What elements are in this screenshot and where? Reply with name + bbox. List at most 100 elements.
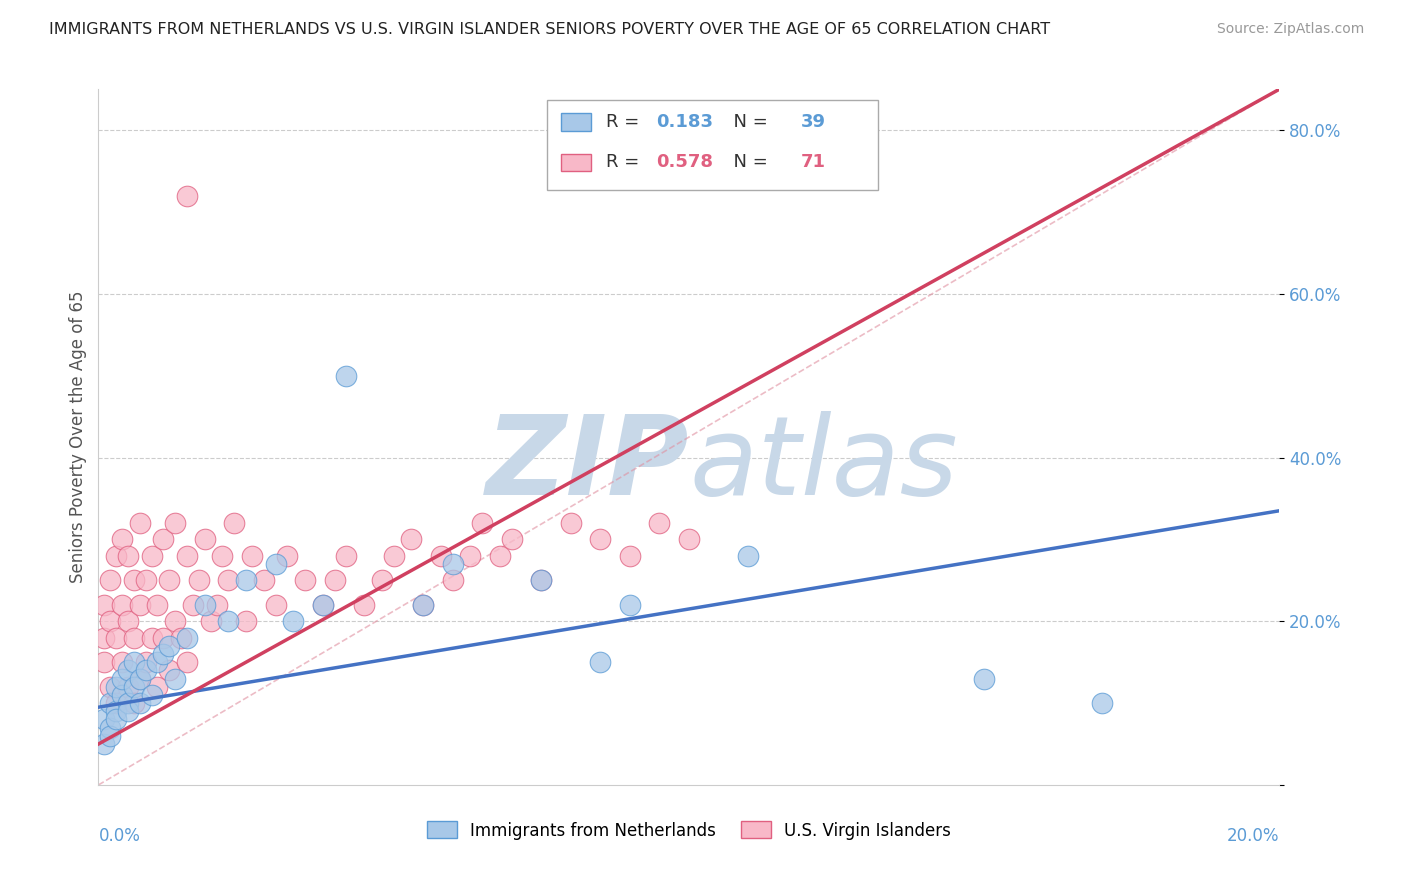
Point bbox=[471, 516, 494, 530]
Point bbox=[165, 672, 187, 686]
Point bbox=[98, 721, 121, 735]
Point bbox=[194, 598, 217, 612]
Point bbox=[589, 533, 612, 547]
Point bbox=[111, 533, 134, 547]
Point bbox=[589, 655, 612, 669]
Point bbox=[176, 631, 198, 645]
Point bbox=[530, 574, 553, 588]
Point bbox=[98, 696, 121, 710]
Point bbox=[217, 614, 239, 628]
Point bbox=[93, 598, 115, 612]
Point bbox=[294, 574, 316, 588]
Point bbox=[335, 549, 357, 563]
Text: N =: N = bbox=[723, 113, 773, 131]
Legend: Immigrants from Netherlands, U.S. Virgin Islanders: Immigrants from Netherlands, U.S. Virgin… bbox=[420, 814, 957, 847]
Point bbox=[135, 574, 157, 588]
Point bbox=[117, 696, 139, 710]
Point bbox=[323, 574, 346, 588]
Point bbox=[165, 614, 187, 628]
Point bbox=[117, 549, 139, 563]
Point bbox=[98, 729, 121, 743]
Point bbox=[619, 549, 641, 563]
Point bbox=[128, 598, 150, 612]
Point bbox=[152, 647, 174, 661]
Point bbox=[194, 533, 217, 547]
Point bbox=[283, 614, 305, 628]
FancyBboxPatch shape bbox=[561, 113, 591, 130]
Point bbox=[176, 655, 198, 669]
Point bbox=[146, 655, 169, 669]
Text: 0.578: 0.578 bbox=[655, 153, 713, 171]
Point bbox=[619, 598, 641, 612]
Point bbox=[152, 631, 174, 645]
Point bbox=[122, 696, 145, 710]
Point bbox=[530, 574, 553, 588]
Point bbox=[176, 188, 198, 202]
Point bbox=[401, 533, 423, 547]
Point bbox=[135, 664, 157, 678]
Point bbox=[157, 574, 180, 588]
Point bbox=[235, 574, 257, 588]
Point bbox=[264, 598, 287, 612]
Point bbox=[93, 631, 115, 645]
Point bbox=[146, 598, 169, 612]
Point bbox=[105, 704, 128, 718]
Y-axis label: Seniors Poverty Over the Age of 65: Seniors Poverty Over the Age of 65 bbox=[69, 291, 87, 583]
Point bbox=[737, 549, 759, 563]
Point bbox=[353, 598, 375, 612]
Point bbox=[181, 598, 204, 612]
Point bbox=[211, 549, 233, 563]
Text: R =: R = bbox=[606, 113, 645, 131]
Text: ZIP: ZIP bbox=[485, 411, 689, 518]
Point bbox=[157, 664, 180, 678]
Point bbox=[105, 680, 128, 694]
Point bbox=[678, 533, 700, 547]
Point bbox=[648, 516, 671, 530]
Point bbox=[501, 533, 523, 547]
Point bbox=[146, 680, 169, 694]
Point bbox=[122, 680, 145, 694]
Point bbox=[111, 598, 134, 612]
Point bbox=[165, 516, 187, 530]
Point bbox=[170, 631, 193, 645]
Point bbox=[135, 655, 157, 669]
Text: 39: 39 bbox=[801, 113, 827, 131]
Point bbox=[253, 574, 276, 588]
Point bbox=[111, 655, 134, 669]
FancyBboxPatch shape bbox=[547, 100, 877, 190]
Point bbox=[122, 655, 145, 669]
Point bbox=[312, 598, 335, 612]
Point bbox=[105, 549, 128, 563]
Point bbox=[122, 631, 145, 645]
Point bbox=[141, 631, 163, 645]
Point bbox=[117, 614, 139, 628]
Point bbox=[187, 574, 209, 588]
Point bbox=[176, 549, 198, 563]
Point bbox=[98, 614, 121, 628]
Point bbox=[205, 598, 228, 612]
Point bbox=[98, 574, 121, 588]
Point bbox=[460, 549, 482, 563]
Point bbox=[128, 516, 150, 530]
Point bbox=[105, 631, 128, 645]
Point bbox=[105, 696, 128, 710]
Point bbox=[111, 672, 134, 686]
Point bbox=[117, 704, 139, 718]
Text: 0.0%: 0.0% bbox=[98, 827, 141, 845]
Point bbox=[122, 574, 145, 588]
Point bbox=[441, 574, 464, 588]
Text: 71: 71 bbox=[801, 153, 827, 171]
Text: N =: N = bbox=[723, 153, 773, 171]
Point bbox=[235, 614, 257, 628]
Point bbox=[224, 516, 246, 530]
Point bbox=[412, 598, 434, 612]
Point bbox=[412, 598, 434, 612]
Point bbox=[1091, 696, 1114, 710]
Point bbox=[93, 737, 115, 751]
Point bbox=[973, 672, 995, 686]
Text: 0.183: 0.183 bbox=[655, 113, 713, 131]
Point bbox=[276, 549, 298, 563]
Text: 20.0%: 20.0% bbox=[1227, 827, 1279, 845]
Point bbox=[117, 664, 139, 678]
Point bbox=[489, 549, 512, 563]
